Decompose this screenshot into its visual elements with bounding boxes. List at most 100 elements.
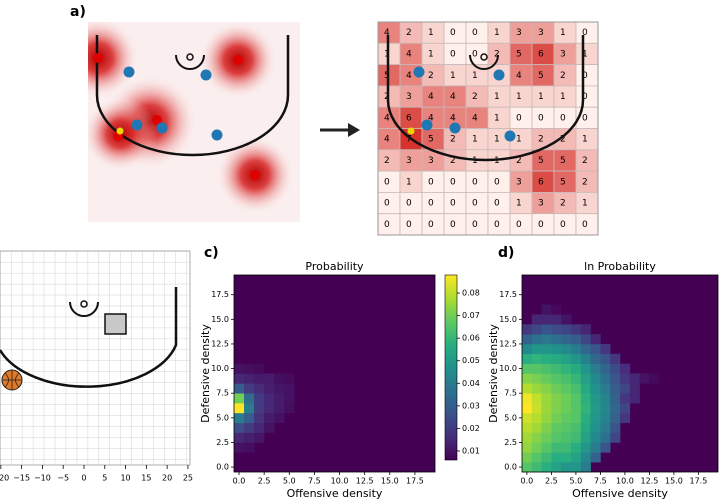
cell-value: 0 bbox=[384, 177, 390, 187]
cell-value: 5 bbox=[560, 177, 566, 187]
heat-cell bbox=[541, 383, 552, 394]
heat-cell bbox=[590, 432, 601, 443]
heat-cell bbox=[244, 373, 255, 384]
heat-cell bbox=[234, 442, 245, 453]
heat-cell bbox=[600, 403, 611, 414]
cell-value: 0 bbox=[582, 220, 588, 230]
heat-cell bbox=[580, 334, 591, 345]
chart-title: ln Probability bbox=[584, 260, 656, 273]
y-tick-label: 2.5 bbox=[504, 438, 517, 447]
heat-cell bbox=[531, 383, 542, 394]
heat-cell bbox=[561, 314, 572, 325]
heat-cell bbox=[600, 343, 611, 355]
cell-value: 2 bbox=[494, 49, 500, 59]
heat-cell bbox=[244, 412, 255, 424]
heat-cell bbox=[551, 432, 562, 443]
heat-cell bbox=[629, 393, 640, 404]
cell-value: 4 bbox=[472, 113, 478, 123]
cell-value: 0 bbox=[428, 220, 434, 230]
cell-value: 1 bbox=[516, 135, 522, 145]
x-tick-label: 0.0 bbox=[521, 477, 534, 486]
heat-cell bbox=[561, 373, 572, 384]
x-tick-label: 0 bbox=[81, 474, 86, 483]
y-tick-label: 12.5 bbox=[211, 339, 229, 348]
cell-value: 4 bbox=[384, 135, 390, 145]
heat-cell bbox=[522, 462, 533, 473]
cell-value: 0 bbox=[582, 92, 588, 102]
cell-value: 2 bbox=[538, 135, 544, 145]
heat-cell bbox=[551, 363, 562, 374]
heat-cell bbox=[254, 422, 265, 433]
cell-value: 5 bbox=[560, 156, 566, 166]
cell-value: 4 bbox=[450, 113, 456, 123]
heat-cell bbox=[571, 403, 582, 414]
heat-cell bbox=[629, 383, 640, 394]
colorbar-tick-label: 0.02 bbox=[462, 424, 480, 433]
cell-value: 3 bbox=[538, 199, 544, 209]
cell-value: 0 bbox=[494, 199, 500, 209]
heat-cell bbox=[522, 412, 533, 424]
heat-cell bbox=[620, 412, 631, 424]
cell-value: 0 bbox=[582, 28, 588, 38]
x-tick-label: 20 bbox=[162, 474, 172, 483]
heat-cell bbox=[234, 432, 245, 443]
cell-value: 7 bbox=[406, 135, 412, 145]
cell-value: 2 bbox=[560, 199, 566, 209]
cell-value: 4 bbox=[406, 49, 412, 59]
heat-cell bbox=[531, 314, 542, 325]
heat-cell bbox=[610, 432, 621, 443]
heat-cell bbox=[561, 383, 572, 394]
heat-cell bbox=[571, 442, 582, 453]
heat-cell bbox=[551, 462, 562, 473]
heat-cell bbox=[580, 383, 591, 394]
heat-cell bbox=[264, 403, 275, 414]
heat-cell bbox=[590, 363, 601, 374]
heat-cell bbox=[541, 462, 552, 473]
heat-cell bbox=[580, 353, 591, 364]
cell-value: 2 bbox=[560, 135, 566, 145]
heat-cell bbox=[561, 452, 572, 463]
heat-cell bbox=[571, 363, 582, 374]
cell-value: 1 bbox=[538, 92, 544, 102]
heat-cell bbox=[600, 383, 611, 394]
cell-value: 0 bbox=[494, 220, 500, 230]
heat-cell bbox=[541, 314, 552, 325]
heat-cell bbox=[551, 334, 562, 345]
heat-cell bbox=[610, 403, 621, 414]
heat-cell bbox=[620, 393, 631, 404]
heat-cell bbox=[254, 403, 265, 414]
cell-value: 0 bbox=[450, 28, 456, 38]
heat-cell bbox=[600, 422, 611, 433]
heat-cell bbox=[551, 452, 562, 463]
heat-cell bbox=[234, 403, 245, 414]
heat-cell bbox=[620, 373, 631, 384]
count-grid: 4 2 1 0 0 1 3 3 1 0 1 4 1 0 0 2 5 6 3 1 5 4 2 1 1 1 4 5 2 0 2 3 4 4 2 1 1 1 1 0… bbox=[377, 21, 599, 236]
heat-cell bbox=[522, 422, 533, 433]
cell-value: 1 bbox=[582, 49, 588, 59]
x-axis-label: Offensive density bbox=[287, 487, 383, 500]
cell-value: 4 bbox=[450, 92, 456, 102]
heat-cell bbox=[590, 452, 601, 463]
heat-cell bbox=[639, 373, 650, 384]
cell-value: 2 bbox=[384, 156, 390, 166]
heat-cell bbox=[600, 432, 611, 443]
cell-value: 1 bbox=[560, 28, 566, 38]
heat-cell bbox=[531, 432, 542, 443]
cell-value: 0 bbox=[472, 49, 478, 59]
heat-cell bbox=[244, 422, 255, 433]
cell-value: 3 bbox=[406, 92, 412, 102]
cell-value: 0 bbox=[494, 177, 500, 187]
cell-value: 2 bbox=[582, 156, 588, 166]
heat-cell bbox=[244, 442, 255, 453]
y-tick-label: 0.0 bbox=[504, 463, 517, 472]
heat-cell bbox=[590, 373, 601, 384]
grid-overlay bbox=[386, 35, 585, 162]
cell-value: 5 bbox=[538, 71, 544, 81]
heat-cell bbox=[561, 334, 572, 345]
heat-cell bbox=[561, 432, 572, 443]
heat-cell bbox=[580, 393, 591, 404]
heat-cell bbox=[234, 412, 245, 424]
heat-cell bbox=[571, 324, 582, 335]
heat-cell bbox=[590, 403, 601, 414]
